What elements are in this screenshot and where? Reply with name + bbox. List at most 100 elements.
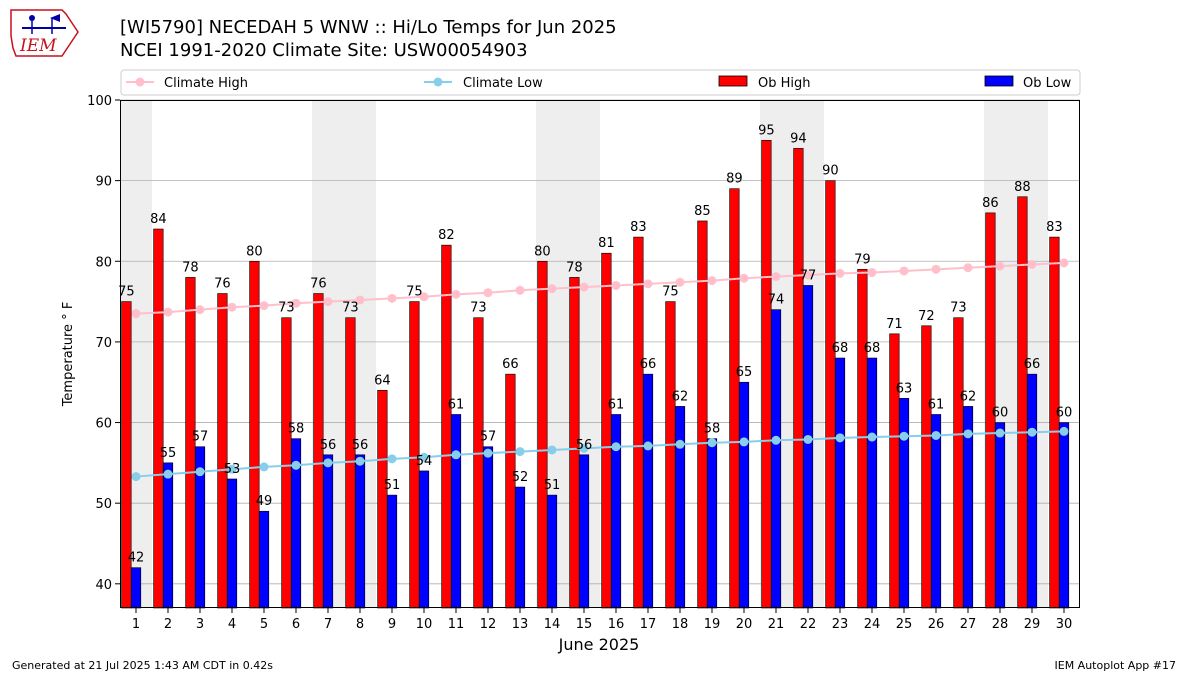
label-ob-low: 49 (256, 494, 273, 509)
bar-ob-low (258, 510, 270, 609)
bar-ob-high (377, 389, 388, 609)
climate-low-point (323, 458, 333, 468)
bar-ob-low (450, 414, 462, 609)
logo-text: IEM (19, 36, 57, 56)
climate-high-point (451, 289, 461, 299)
label-ob-high: 64 (374, 373, 391, 388)
climate-high-point (931, 264, 941, 274)
label-ob-low: 58 (288, 422, 305, 437)
y-tick-label: 100 (87, 94, 112, 109)
x-tick-label: 26 (928, 617, 945, 632)
x-tick-label: 19 (704, 617, 721, 632)
x-tick-label: 12 (480, 617, 497, 632)
climate-low-point (611, 442, 621, 452)
y-tick-label: 70 (95, 336, 112, 351)
x-tick-label: 22 (800, 617, 817, 632)
climate-low-point (1059, 426, 1069, 436)
bar-ob-low (994, 422, 1006, 609)
label-ob-low: 63 (896, 381, 913, 396)
label-ob-low: 65 (736, 365, 753, 380)
label-ob-low: 77 (800, 268, 817, 283)
label-ob-high: 80 (534, 244, 551, 259)
bar-ob-high (697, 220, 708, 609)
x-tick-label: 6 (292, 617, 300, 632)
y-tick-label: 60 (95, 417, 112, 432)
climate-high-point (899, 266, 909, 276)
bar-ob-high (249, 260, 260, 609)
bar-ob-high (537, 260, 548, 609)
label-ob-high: 75 (406, 285, 423, 300)
legend: Climate High Climate Low Ob High Ob Low (120, 69, 1081, 96)
bar-ob-high (761, 140, 772, 609)
legend-climate-high-marker (135, 77, 145, 87)
label-ob-high: 76 (214, 277, 231, 292)
legend-box (120, 69, 1081, 96)
x-axis-label: June 2025 (558, 635, 640, 654)
climate-low-point (835, 433, 845, 443)
x-tick-label: 9 (388, 617, 396, 632)
climate-low-line (135, 430, 1065, 478)
legend-ob-high-label: Ob High (758, 76, 811, 91)
climate-high-point (547, 284, 557, 294)
label-ob-high: 86 (982, 196, 999, 211)
climate-high-point (643, 279, 653, 289)
value-labels: 75 84 78 76 80 73 76 73 64 75 82 73 66 80 78 81 83 75 85 89… (118, 123, 1072, 565)
climate-low-point (931, 430, 941, 440)
label-ob-high: 95 (758, 123, 775, 138)
x-tick-label: 15 (576, 617, 593, 632)
label-ob-high: 73 (342, 301, 359, 316)
label-ob-low: 55 (160, 446, 177, 461)
x-tick-label: 14 (544, 617, 561, 632)
climate-high-point (739, 273, 749, 283)
climate-high-point (515, 285, 525, 295)
climate-high-point (195, 305, 205, 315)
bar-ob-high (505, 373, 516, 609)
bar-ob-high (281, 317, 292, 609)
climate-high-point (419, 292, 429, 302)
iem-logo: IEM (8, 6, 80, 62)
app-credit: IEM Autoplot App #17 (1054, 659, 1177, 672)
legend-climate-low: Climate Low (424, 76, 543, 91)
bar-ob-low (834, 357, 846, 609)
y-tick-label: 40 (95, 578, 112, 593)
x-tick-label: 30 (1056, 617, 1073, 632)
bar-ob-high (217, 293, 228, 609)
climate-low-point (867, 432, 877, 442)
bar-ob-high (473, 317, 484, 609)
bar-ob-low (898, 398, 910, 609)
label-ob-low: 54 (416, 454, 433, 469)
climate-high-point (835, 268, 845, 278)
bar-ob-low (770, 309, 782, 609)
x-tick-label: 7 (324, 617, 332, 632)
climate-high-point (131, 309, 141, 319)
label-ob-high: 76 (310, 277, 327, 292)
label-ob-high: 82 (438, 228, 455, 243)
label-ob-low: 51 (544, 478, 561, 493)
climate-low-point (643, 441, 653, 451)
bars (121, 140, 1070, 609)
climate-low-point (131, 472, 141, 482)
legend-climate-high-label: Climate High (164, 76, 248, 91)
x-tick-label: 17 (640, 617, 657, 632)
label-ob-high: 89 (726, 172, 743, 187)
climate-low-point (771, 435, 781, 445)
label-ob-high: 78 (182, 260, 199, 275)
climate-low-point (355, 456, 365, 466)
climate-low-point (163, 469, 173, 479)
climate-low-point (1027, 427, 1037, 437)
bar-ob-low (1058, 422, 1070, 609)
bar-ob-low (354, 454, 366, 609)
legend-climate-high: Climate High (126, 76, 248, 91)
bar-ob-low (802, 285, 814, 609)
label-ob-high: 66 (502, 357, 519, 372)
x-tick-label: 4 (228, 617, 236, 632)
x-tick-label: 2 (164, 617, 172, 632)
label-ob-low: 62 (672, 389, 689, 404)
bar-ob-low (162, 462, 174, 609)
label-ob-low: 51 (384, 478, 401, 493)
climate-low-point (547, 445, 557, 455)
x-tick-label: 11 (448, 617, 465, 632)
climate-high-point (579, 282, 589, 292)
bar-ob-low (418, 470, 430, 609)
bar-ob-low (866, 357, 878, 609)
